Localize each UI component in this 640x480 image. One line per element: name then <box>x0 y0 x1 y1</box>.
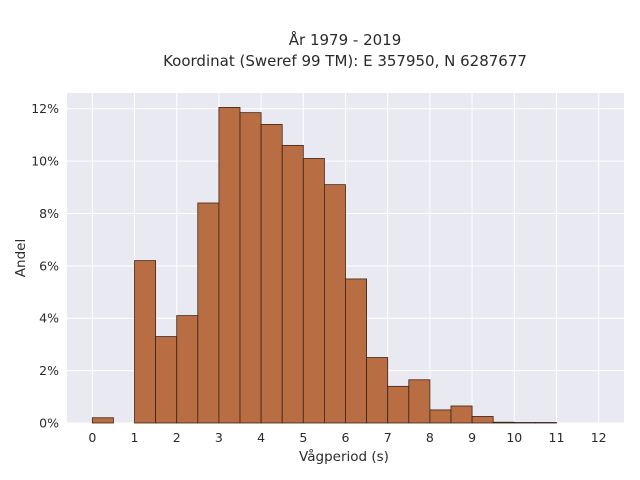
histogram-bar <box>218 107 241 424</box>
chart-title: År 1979 - 2019 <box>289 30 402 49</box>
x-tick-label: 7 <box>384 430 392 445</box>
histogram-bar <box>302 158 325 424</box>
x-tick-label: 1 <box>131 430 139 445</box>
histogram-bar <box>534 422 557 424</box>
x-tick-label: 10 <box>506 430 522 445</box>
histogram-bar <box>366 357 389 424</box>
histogram-bar <box>155 336 178 424</box>
y-tick-label: 0% <box>39 416 59 431</box>
x-tick-label: 8 <box>426 430 434 445</box>
histogram-bar <box>471 416 494 424</box>
y-tick-label: 4% <box>39 311 59 326</box>
histogram-bar <box>387 385 410 424</box>
x-tick-label: 6 <box>342 430 350 445</box>
histogram-bar <box>134 260 157 424</box>
histogram-bar <box>239 112 262 424</box>
y-tick-label: 6% <box>39 258 59 273</box>
histogram-bar <box>176 315 199 424</box>
histogram-bar <box>408 379 431 424</box>
histogram-bar <box>260 124 283 424</box>
x-tick-label: 12 <box>591 430 607 445</box>
y-tick-label: 10% <box>31 154 59 169</box>
histogram-bar <box>429 409 452 424</box>
histogram-bar <box>513 422 536 424</box>
histogram-bar <box>197 202 220 424</box>
histogram-bar <box>492 421 515 424</box>
histogram-bar <box>91 417 114 424</box>
x-tick-label: 9 <box>468 430 476 445</box>
y-tick-label: 8% <box>39 206 59 221</box>
x-tick-label: 11 <box>549 430 565 445</box>
x-tick-label: 0 <box>88 430 96 445</box>
chart-subtitle: Koordinat (Sweref 99 TM): E 357950, N 62… <box>163 52 527 70</box>
x-tick-label: 5 <box>299 430 307 445</box>
histogram-bar <box>281 144 304 424</box>
y-tick-label: 12% <box>31 101 59 116</box>
histogram-bar <box>324 184 346 424</box>
x-axis-label: Vågperiod (s) <box>299 448 389 465</box>
x-tick-label: 4 <box>257 430 265 445</box>
y-axis-ticks: 0% 2% 4% 6% 8% 10% 12% <box>31 101 59 430</box>
bars <box>91 107 557 424</box>
x-tick-label: 3 <box>215 430 223 445</box>
histogram-bar <box>345 278 367 424</box>
histogram-bar <box>450 405 473 424</box>
x-tick-label: 2 <box>173 430 181 445</box>
y-axis-label: Andel <box>13 239 29 277</box>
y-tick-label: 2% <box>39 363 59 378</box>
x-axis-ticks: 0 1 2 3 4 5 6 7 8 9 10 11 12 <box>88 430 606 445</box>
